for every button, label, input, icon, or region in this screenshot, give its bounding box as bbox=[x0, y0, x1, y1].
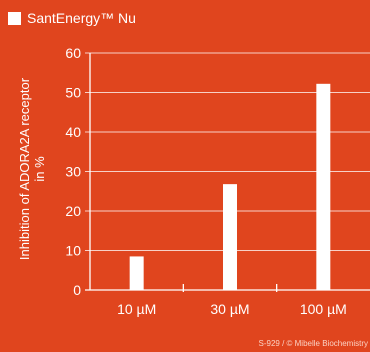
x-tick-layer bbox=[182, 284, 278, 292]
bar bbox=[129, 256, 144, 290]
y-tick-label: 40 bbox=[65, 124, 81, 140]
x-tick-label: 30 µM bbox=[210, 301, 249, 317]
y-tick-label: 0 bbox=[73, 282, 81, 298]
bar bbox=[223, 184, 237, 290]
y-tick-label: 50 bbox=[65, 85, 81, 101]
y-tick-label: 30 bbox=[65, 164, 81, 180]
legend-label: SantEnergy™ Nu bbox=[27, 10, 136, 26]
legend-swatch bbox=[8, 11, 21, 25]
credit-text: S-929 / © Mibelle Biochemistry bbox=[258, 339, 369, 348]
bar bbox=[316, 83, 331, 290]
legend: SantEnergy™ Nu bbox=[8, 8, 136, 28]
y-tick-label: 10 bbox=[65, 243, 81, 259]
y-tick-label: 20 bbox=[65, 203, 81, 219]
label-layer: 0 10 20 30 40 50 60 10 µM 30 µM 100 µM bbox=[65, 45, 346, 317]
x-tick-label: 100 µM bbox=[300, 301, 347, 317]
x-tick-label: 10 µM bbox=[117, 301, 156, 317]
bar-layer bbox=[129, 83, 331, 290]
y-tick-label: 60 bbox=[65, 45, 81, 61]
